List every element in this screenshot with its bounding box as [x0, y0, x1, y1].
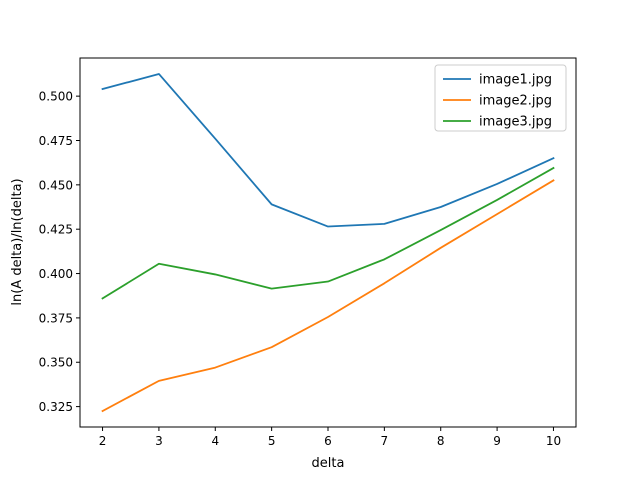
x-tick-label: 5	[268, 434, 276, 448]
y-tick-label: 0.475	[39, 134, 73, 148]
legend-label: image3.jpg	[479, 115, 552, 130]
x-tick-label: 3	[155, 434, 163, 448]
x-tick-label: 7	[381, 434, 389, 448]
series-line-2	[101, 179, 555, 413]
y-tick-label: 0.375	[39, 311, 73, 325]
y-tick-label: 0.325	[39, 400, 73, 414]
y-axis: 0.325 0.350 0.375 0.400 0.425 0.450 0.475 0.500	[39, 90, 80, 414]
x-tick-label: 8	[437, 434, 445, 448]
series-line-3	[101, 166, 555, 300]
legend-label: image2.jpg	[479, 94, 552, 109]
legend-box	[434, 64, 567, 132]
x-tick-label: 2	[99, 434, 107, 448]
y-axis-label: ln(A delta)/ln(delta)	[10, 178, 25, 305]
y-tick-label: 0.500	[39, 90, 73, 104]
series-layer	[101, 73, 555, 413]
x-tick-label: 10	[546, 434, 561, 448]
y-tick-label: 0.425	[39, 223, 73, 237]
x-axis-label: delta	[312, 456, 345, 471]
x-tick-label: 4	[211, 434, 219, 448]
legend: image1.jpg image2.jpg image3.jpg	[434, 64, 567, 132]
x-tick-label: 6	[324, 434, 332, 448]
y-tick-label: 0.400	[39, 267, 73, 281]
y-tick-label: 0.450	[39, 178, 73, 192]
y-tick-label: 0.350	[39, 356, 73, 370]
series-line-1	[101, 73, 555, 228]
legend-label: image1.jpg	[479, 73, 552, 88]
x-tick-label: 9	[493, 434, 501, 448]
x-axis: 2 3 4 5 6 7 8 9 10	[99, 427, 561, 448]
